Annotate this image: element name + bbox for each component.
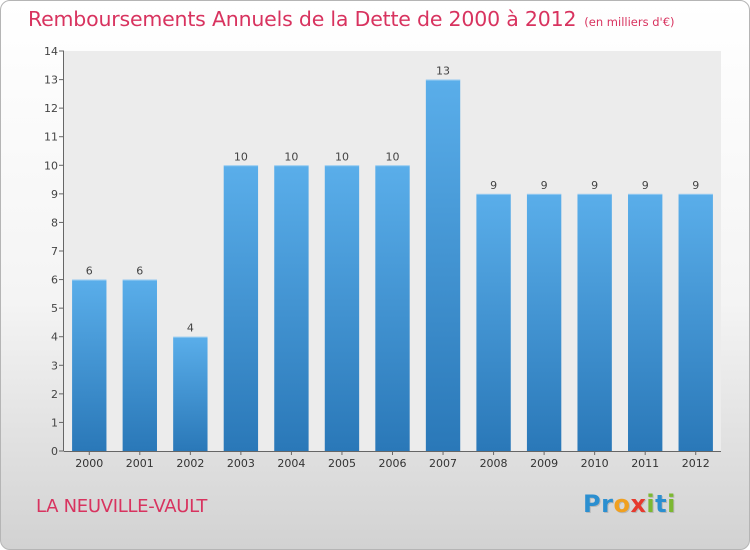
commune-name: LA NEUVILLE-VAULT: [36, 496, 208, 517]
bar: [375, 165, 410, 452]
bar: [173, 336, 208, 451]
y-tick-label: 5: [51, 302, 58, 315]
logo-letter: P: [583, 490, 602, 518]
logo-letter: t: [655, 490, 668, 518]
data-label: 10: [234, 150, 248, 163]
y-tick-label: 6: [51, 274, 58, 287]
y-tick-label: 4: [51, 331, 58, 344]
proxiti-logo[interactable]: Proxiti: [583, 490, 676, 518]
data-label: 9: [692, 179, 699, 192]
bar: [628, 193, 663, 451]
x-tick-label: 2010: [581, 457, 609, 470]
bar: [223, 165, 259, 452]
data-label: 13: [436, 65, 450, 78]
bars-group: 6 6 4 10 10 10 10 13 9 9 9 9 9: [72, 65, 713, 452]
bar: [274, 165, 309, 452]
y-tick-label: 3: [51, 359, 58, 372]
x-tick-label: 2001: [126, 457, 154, 470]
logo-letter: o: [613, 490, 631, 518]
y-tick-label: 9: [51, 188, 58, 201]
data-label: 10: [284, 150, 298, 163]
x-tick-label: 2005: [328, 457, 356, 470]
bar: [526, 193, 562, 451]
chart-subtitle: (en milliers d'€): [584, 15, 675, 29]
logo-letter: i: [667, 490, 676, 518]
y-tick-label: 0: [51, 445, 58, 458]
x-tick-label: 2003: [227, 457, 255, 470]
x-tick-label: 2000: [75, 457, 103, 470]
x-axis: 2000 2001 2002 2003 2004 2005 2006 2007 2008 2009…: [64, 451, 721, 470]
data-label: 9: [591, 179, 598, 192]
x-tick-label: 2009: [530, 457, 558, 470]
bar: [577, 193, 612, 451]
bar: [72, 279, 107, 451]
logo-letter: x: [630, 490, 647, 518]
data-label: 9: [490, 179, 497, 192]
x-tick-label: 2004: [277, 457, 305, 470]
data-label: 4: [187, 322, 194, 335]
logo-letter: i: [646, 490, 656, 518]
y-tick-label: 2: [51, 388, 58, 401]
x-tick-label: 2007: [429, 457, 457, 470]
data-label: 10: [335, 150, 349, 163]
y-tick-label: 13: [44, 74, 58, 87]
title-block: Remboursements Annuels de la Dette de 20…: [28, 7, 675, 31]
bar: [122, 279, 157, 451]
y-tick-label: 11: [44, 131, 58, 144]
data-label: 9: [642, 179, 649, 192]
bar: [324, 165, 360, 452]
x-tick-label: 2002: [176, 457, 204, 470]
bar: [476, 193, 511, 451]
x-tick-label: 2012: [682, 457, 710, 470]
data-label: 9: [541, 179, 548, 192]
chart-title: Remboursements Annuels de la Dette de 20…: [28, 7, 577, 31]
x-tick-label: 2011: [631, 457, 659, 470]
x-tick-label: 2008: [480, 457, 508, 470]
y-tick-label: 8: [51, 216, 58, 229]
y-tick-label: 14: [44, 45, 58, 58]
data-label: 10: [386, 150, 400, 163]
y-tick-label: 12: [44, 102, 58, 115]
data-label: 6: [86, 265, 93, 278]
x-tick-label: 2006: [379, 457, 407, 470]
bar: [678, 193, 713, 451]
data-label: 6: [136, 265, 143, 278]
logo-letter: r: [601, 490, 614, 518]
bar: [425, 79, 461, 452]
y-tick-label: 7: [51, 245, 58, 258]
y-tick-label: 10: [44, 159, 58, 172]
y-tick-label: 1: [51, 416, 58, 429]
